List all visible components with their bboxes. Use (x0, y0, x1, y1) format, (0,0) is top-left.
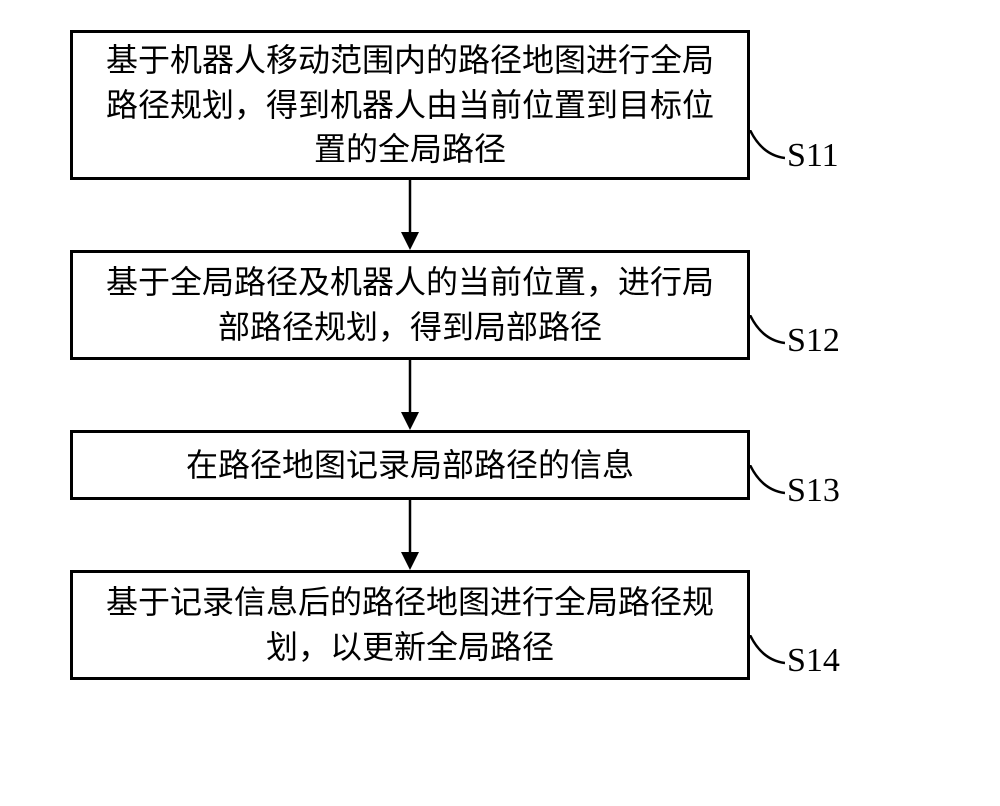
flow-row-s12: 基于全局路径及机器人的当前位置，进行局部路径规划，得到局部路径 S12 (70, 250, 930, 360)
flow-text-s11: 基于机器人移动范围内的路径地图进行全局路径规划，得到机器人由当前位置到目标位置的… (93, 38, 727, 172)
flow-box-s14: 基于记录信息后的路径地图进行全局路径规划，以更新全局路径 (70, 570, 750, 680)
flow-label-s12: S12 (787, 322, 840, 360)
flow-text-s14: 基于记录信息后的路径地图进行全局路径规划，以更新全局路径 (93, 580, 727, 670)
arrow-s11-s12 (70, 180, 750, 250)
flow-text-s12: 基于全局路径及机器人的当前位置，进行局部路径规划，得到局部路径 (93, 260, 727, 350)
flow-text-s13: 在路径地图记录局部路径的信息 (186, 443, 634, 488)
flow-label-s11: S11 (787, 137, 839, 175)
flow-row-s13: 在路径地图记录局部路径的信息 S13 (70, 430, 930, 500)
label-connector-s14 (750, 635, 785, 670)
label-connector-s11 (750, 130, 785, 165)
flow-label-s13: S13 (787, 472, 840, 510)
flow-label-s14: S14 (787, 642, 840, 680)
flow-box-s13: 在路径地图记录局部路径的信息 (70, 430, 750, 500)
flow-box-s12: 基于全局路径及机器人的当前位置，进行局部路径规划，得到局部路径 (70, 250, 750, 360)
flowchart-container: 基于机器人移动范围内的路径地图进行全局路径规划，得到机器人由当前位置到目标位置的… (70, 30, 930, 680)
flow-row-s11: 基于机器人移动范围内的路径地图进行全局路径规划，得到机器人由当前位置到目标位置的… (70, 30, 930, 180)
flow-box-s11: 基于机器人移动范围内的路径地图进行全局路径规划，得到机器人由当前位置到目标位置的… (70, 30, 750, 180)
arrow-s12-s13 (70, 360, 750, 430)
label-connector-s13 (750, 465, 785, 500)
flow-row-s14: 基于记录信息后的路径地图进行全局路径规划，以更新全局路径 S14 (70, 570, 930, 680)
label-connector-s12 (750, 315, 785, 350)
arrow-s13-s14 (70, 500, 750, 570)
